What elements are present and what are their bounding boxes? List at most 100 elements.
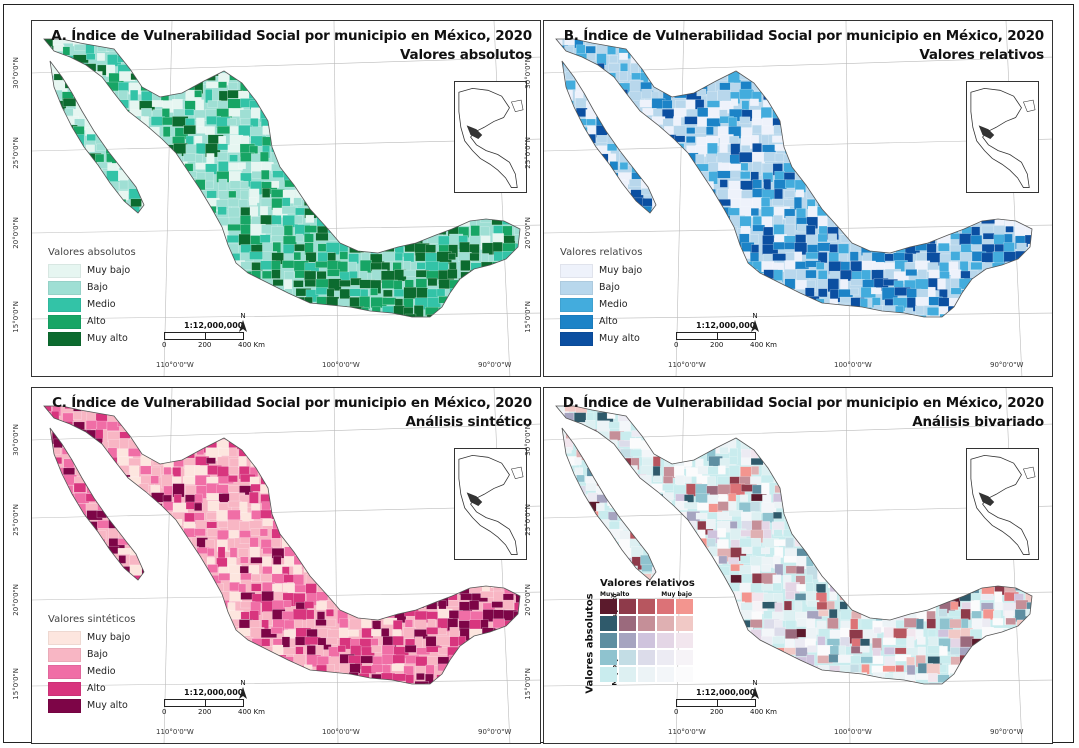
bivariate-cell — [600, 650, 617, 665]
legend-label: Muy alto — [87, 700, 128, 711]
scale-ratio: 1:12,000,000 — [184, 688, 244, 697]
latitude-label: 20°0'0"N — [524, 584, 532, 616]
bivariate-cell — [619, 599, 636, 614]
legend-item: Bajo — [48, 646, 135, 663]
legend-swatch — [48, 681, 81, 696]
scale-ratio: 1:12,000,000 — [696, 688, 756, 697]
map-subtitle: Análisis bivariado — [912, 414, 1044, 430]
scale-tick: 200 — [198, 708, 212, 716]
latitude-label: 15°0'0"N — [12, 668, 20, 700]
map-title: D. Índice de Vulnerabilidad Social por m… — [563, 394, 1044, 432]
legend-label: Muy bajo — [87, 265, 131, 276]
map-subtitle: Valores relativos — [919, 47, 1044, 63]
bivariate-cell — [676, 650, 693, 665]
latitude-label: 25°0'0"N — [12, 137, 20, 169]
latitude-label: 30°0'0"N — [12, 57, 20, 89]
americas-locator-map — [970, 454, 1036, 555]
bivariate-legend: Valores relativos Muy alto Muy bajo Valores… — [564, 578, 704, 698]
mexico-map — [544, 21, 1052, 376]
bivariate-y-title: Valores absolutos — [584, 593, 596, 694]
latitude-label: 20°0'0"N — [12, 217, 20, 249]
bivariate-x-title: Valores relativos — [600, 578, 695, 589]
north-arrow-icon: N — [237, 312, 249, 332]
bivariate-cell — [600, 599, 617, 614]
map-legend: Valores sintéticos Muy bajo Bajo Medio Alto M… — [48, 614, 135, 714]
map-title-main: D. Índice de Vulnerabilidad Social por m… — [562, 395, 1044, 411]
scale-tick: 0 — [162, 708, 167, 716]
map-panel-b: B. Índice de Vulnerabilidad Social por m… — [543, 20, 1053, 377]
map-title-main: B. Índice de Vulnerabilidad Social por m… — [563, 28, 1044, 44]
scale-tick: 400 Km — [238, 341, 265, 349]
legend-label: Alto — [87, 683, 106, 694]
longitude-label: 110°0'0"W — [668, 361, 706, 369]
legend-swatch — [560, 314, 593, 329]
legend-label: Muy alto — [87, 333, 128, 344]
map-subtitle: Análisis sintético — [405, 414, 533, 430]
bivariate-cell — [638, 616, 655, 631]
bivariate-cell — [619, 616, 636, 631]
legend-swatch — [560, 331, 593, 346]
latitude-label: 15°0'0"N — [524, 301, 532, 333]
north-arrow-icon: N — [749, 679, 761, 699]
bivariate-cell — [619, 667, 636, 682]
longitude-label: 100°0'0"W — [834, 728, 872, 736]
map-title: A. Índice de Vulnerabilidad Social por m… — [51, 27, 532, 65]
mexico-map — [32, 388, 540, 743]
latitude-label: 20°0'0"N — [524, 217, 532, 249]
longitude-label: 110°0'0"W — [156, 361, 194, 369]
locator-inset — [966, 81, 1039, 193]
scale-ratio: 1:12,000,000 — [696, 321, 756, 330]
legend-item: Bajo — [560, 279, 642, 296]
legend-swatch — [48, 698, 81, 713]
legend-swatch — [560, 263, 593, 278]
legend-item: Muy alto — [560, 330, 642, 347]
map-legend: Valores relativos Muy bajo Bajo Medio Alto Mu… — [560, 247, 642, 347]
map-legend: Valores absolutos Muy bajo Bajo Medio Alto Mu… — [48, 247, 136, 347]
bivariate-cell — [657, 667, 674, 682]
legend-swatch — [560, 297, 593, 312]
legend-swatch — [48, 647, 81, 662]
bivariate-grid — [600, 599, 693, 682]
americas-locator-map — [458, 87, 524, 188]
map-subtitle: Valores absolutos — [400, 47, 532, 63]
legend-item: Muy bajo — [560, 262, 642, 279]
legend-item: Medio — [560, 296, 642, 313]
latitude-label: 20°0'0"N — [12, 584, 20, 616]
legend-label: Muy bajo — [599, 265, 643, 276]
bivariate-cell — [676, 667, 693, 682]
legend-swatch — [48, 263, 81, 278]
scale-tick: 200 — [710, 708, 724, 716]
north-label: N — [752, 679, 758, 687]
bivariate-x-low: Muy bajo — [661, 591, 692, 598]
longitude-label: 90°0'0"W — [478, 728, 512, 736]
longitude-label: 100°0'0"W — [322, 728, 360, 736]
legend-label: Alto — [599, 316, 618, 327]
north-label: N — [240, 312, 246, 320]
scale-bar: 1:12,000,000 0 200 400 Km — [162, 688, 274, 718]
legend-swatch — [48, 280, 81, 295]
locator-inset — [454, 81, 527, 193]
map-title: C. Índice de Vulnerabilidad Social por m… — [52, 394, 532, 432]
scale-bar: 1:12,000,000 0 200 400 Km — [162, 321, 274, 351]
legend-swatch — [48, 664, 81, 679]
scale-tick: 200 — [710, 341, 724, 349]
bivariate-cell — [657, 633, 674, 648]
legend-item: Alto — [48, 313, 136, 330]
north-arrow-icon: N — [237, 679, 249, 699]
map-title-main: C. Índice de Vulnerabilidad Social por m… — [52, 395, 532, 411]
bivariate-cell — [638, 667, 655, 682]
legend-swatch — [48, 630, 81, 645]
scale-tick: 400 Km — [750, 341, 777, 349]
figure-frame: A. Índice de Vulnerabilidad Social por m… — [3, 4, 1074, 744]
scale-tick: 200 — [198, 341, 212, 349]
bivariate-cell — [657, 650, 674, 665]
north-arrow-icon: N — [749, 312, 761, 332]
legend-label: Muy alto — [599, 333, 640, 344]
legend-title: Valores sintéticos — [48, 614, 136, 625]
bivariate-cell — [619, 633, 636, 648]
scale-bar-graphic — [676, 332, 756, 340]
legend-swatch — [560, 280, 593, 295]
legend-item: Muy alto — [48, 330, 136, 347]
longitude-label: 90°0'0"W — [990, 361, 1024, 369]
latitude-label: 15°0'0"N — [12, 301, 20, 333]
